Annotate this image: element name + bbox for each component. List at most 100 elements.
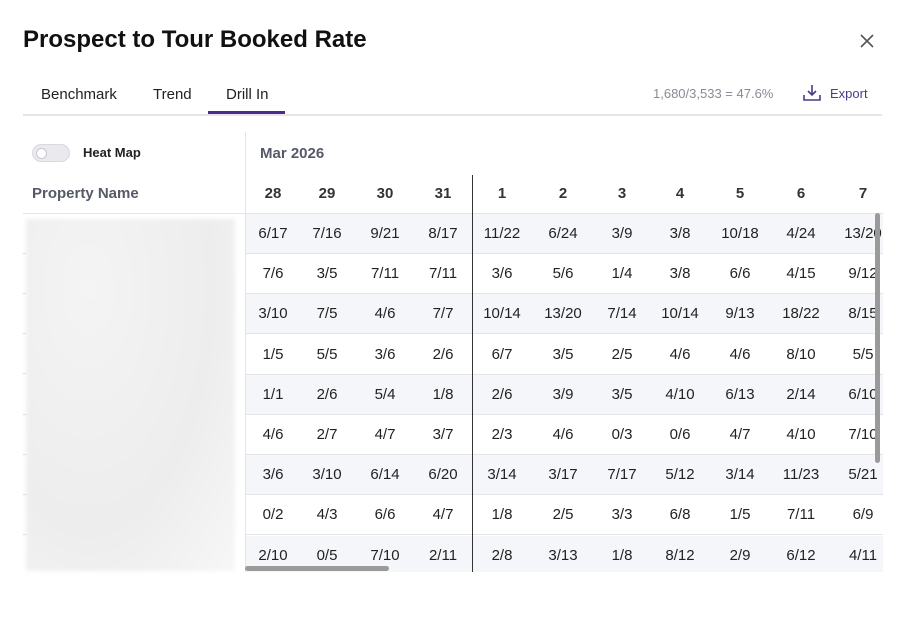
table-cell[interactable]: 6/24 (548, 225, 578, 242)
table-cell[interactable]: 3/3 (611, 506, 633, 524)
table-row[interactable]: 7/6 3/5 7/11 7/11 3/6 5/6 1/4 3/8 6/6 4/15 9/12 (246, 254, 883, 295)
table-cell[interactable]: 3/9 (611, 225, 633, 242)
table-cell[interactable]: 2/5 (611, 345, 633, 363)
table-cell[interactable]: 3/13 (548, 546, 578, 564)
table-cell[interactable]: 4/15 (786, 265, 816, 283)
table-cell[interactable]: 7/11 (786, 506, 816, 524)
table-cell[interactable]: 7/5 (316, 305, 338, 323)
table-cell[interactable]: 4/10 (665, 385, 695, 403)
table-cell[interactable]: 13/20 (544, 305, 582, 323)
table-cell[interactable]: 5/4 (374, 385, 396, 403)
table-cell[interactable]: 11/22 (483, 225, 521, 242)
table-cell[interactable]: 1/8 (611, 546, 633, 564)
horizontal-scrollbar[interactable] (245, 566, 389, 571)
table-cell[interactable]: 7/10 (370, 546, 400, 564)
table-cell[interactable]: 3/14 (487, 466, 517, 484)
tab-drill-in[interactable]: Drill In (226, 86, 269, 103)
table-cell[interactable]: 1/5 (729, 506, 751, 524)
export-button[interactable]: Export (802, 83, 868, 103)
table-cell[interactable]: 9/13 (725, 305, 755, 323)
table-cell[interactable]: 1/8 (491, 506, 513, 524)
table-cell[interactable]: 3/7 (432, 426, 454, 443)
table-cell[interactable]: 7/17 (607, 466, 637, 484)
table-cell[interactable]: 5/21 (848, 466, 878, 484)
table-cell[interactable]: 2/3 (491, 426, 513, 443)
table-cell[interactable]: 7/6 (262, 265, 284, 283)
table-cell[interactable]: 2/10 (258, 546, 288, 564)
table-cell[interactable]: 3/14 (725, 466, 755, 484)
drill-in-grid[interactable]: Mar 2026 28 29 30 31 1 2 3 4 5 6 7 6/17 7/16 9/21 8/17… (245, 132, 883, 572)
table-cell[interactable]: 4/10 (786, 426, 816, 443)
table-cell[interactable]: 10/18 (721, 225, 759, 242)
table-cell[interactable]: 3/10 (312, 466, 342, 484)
table-cell[interactable]: 6/17 (258, 225, 288, 242)
table-cell[interactable]: 7/14 (607, 305, 637, 323)
tab-benchmark[interactable]: Benchmark (41, 86, 117, 103)
table-cell[interactable]: 7/11 (428, 265, 458, 283)
table-cell[interactable]: 1/1 (262, 385, 284, 403)
table-cell[interactable]: 0/2 (262, 506, 284, 524)
table-cell[interactable]: 8/17 (428, 225, 458, 242)
table-cell[interactable]: 4/7 (374, 426, 396, 443)
table-cell[interactable]: 2/14 (786, 385, 816, 403)
table-cell[interactable]: 6/10 (848, 385, 878, 403)
table-cell[interactable]: 5/5 (852, 345, 874, 363)
table-cell[interactable]: 3/9 (552, 385, 574, 403)
table-cell[interactable]: 4/3 (316, 506, 338, 524)
table-cell[interactable]: 3/6 (262, 466, 284, 484)
table-cell[interactable]: 2/5 (552, 506, 574, 524)
table-cell[interactable]: 9/12 (848, 265, 878, 283)
table-cell[interactable]: 3/6 (374, 345, 396, 363)
table-cell[interactable]: 7/10 (848, 426, 878, 443)
table-cell[interactable]: 5/6 (552, 265, 574, 283)
table-cell[interactable]: 4/7 (432, 506, 454, 524)
heat-map-toggle[interactable] (32, 144, 70, 162)
table-cell[interactable]: 6/7 (491, 345, 513, 363)
table-cell[interactable]: 2/7 (316, 426, 338, 443)
table-cell[interactable]: 2/6 (316, 385, 338, 403)
table-row[interactable]: 3/6 3/10 6/14 6/20 3/14 3/17 7/17 5/12 3/14 11/23… (246, 455, 883, 496)
table-cell[interactable]: 4/24 (786, 225, 816, 242)
table-cell[interactable]: 4/7 (729, 426, 751, 443)
table-cell[interactable]: 6/20 (428, 466, 458, 484)
table-cell[interactable]: 2/6 (432, 345, 454, 363)
property-name-header[interactable]: Property Name (32, 185, 139, 202)
table-cell[interactable]: 1/5 (262, 345, 284, 363)
table-cell[interactable]: 1/4 (611, 265, 633, 283)
table-cell[interactable]: 7/7 (432, 305, 454, 323)
table-row[interactable]: 6/17 7/16 9/21 8/17 11/22 6/24 3/9 3/8 10/18 4/24… (246, 214, 883, 254)
table-cell[interactable]: 3/8 (669, 225, 691, 242)
table-cell[interactable]: 3/5 (552, 345, 574, 363)
table-row[interactable]: 0/2 4/3 6/6 4/7 1/8 2/5 3/3 6/8 1/5 7/11 6/9 (246, 495, 883, 536)
table-cell[interactable]: 10/14 (483, 305, 521, 323)
table-cell[interactable]: 2/8 (491, 546, 513, 564)
table-cell[interactable]: 3/6 (491, 265, 513, 283)
table-cell[interactable]: 3/5 (316, 265, 338, 283)
table-cell[interactable]: 10/14 (661, 305, 699, 323)
table-cell[interactable]: 7/11 (370, 265, 400, 283)
table-cell[interactable]: 13/20 (844, 225, 882, 242)
table-cell[interactable]: 6/9 (852, 506, 874, 524)
table-cell[interactable]: 4/6 (669, 345, 691, 363)
table-cell[interactable]: 2/6 (491, 385, 513, 403)
table-cell[interactable]: 3/10 (258, 305, 288, 323)
tab-trend[interactable]: Trend (153, 86, 192, 103)
table-cell[interactable]: 5/12 (665, 466, 695, 484)
table-cell[interactable]: 6/6 (374, 506, 396, 524)
table-cell[interactable]: 3/8 (669, 265, 691, 283)
table-cell[interactable]: 3/17 (548, 466, 578, 484)
table-cell[interactable]: 9/21 (370, 225, 400, 242)
table-cell[interactable]: 4/6 (262, 426, 284, 443)
table-cell[interactable]: 5/5 (316, 345, 338, 363)
table-cell[interactable]: 0/6 (669, 426, 691, 443)
table-cell[interactable]: 6/13 (725, 385, 755, 403)
table-cell[interactable]: 0/3 (611, 426, 633, 443)
table-row[interactable]: 2/10 0/5 7/10 2/11 2/8 3/13 1/8 8/12 2/9 6/12 4/11 (246, 535, 883, 572)
table-cell[interactable]: 18/22 (782, 305, 820, 323)
table-cell[interactable]: 11/23 (782, 466, 820, 484)
table-cell[interactable]: 8/10 (786, 345, 816, 363)
table-row[interactable]: 4/6 2/7 4/7 3/7 2/3 4/6 0/3 0/6 4/7 4/10 7/10 (246, 415, 883, 455)
table-cell[interactable]: 8/15 (848, 305, 878, 323)
vertical-scrollbar[interactable] (875, 213, 880, 463)
table-cell[interactable]: 7/16 (312, 225, 342, 242)
